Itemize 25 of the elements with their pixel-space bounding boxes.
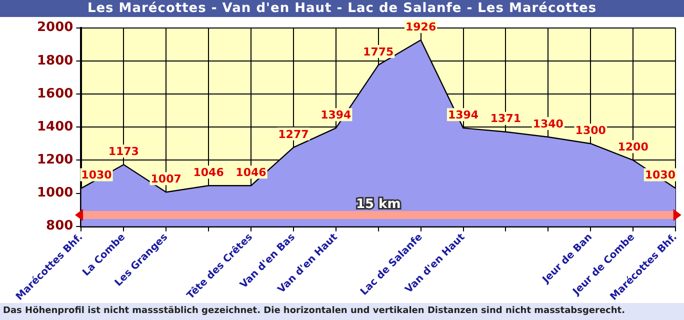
y-tick-label: 1800 [36,53,74,68]
data-label: 1277 [278,128,309,141]
annotation: 15 km [356,197,401,212]
data-label: 1030 [644,168,676,182]
data-label: 1340 [532,117,564,130]
data-label: 1394 [320,108,352,122]
text: Das Höhenprofil ist nicht massstäblich gezeichnet. Die horizontalen und vertikalen Distanzen sind nicht masstabsgerecht. [0,303,684,320]
y-tick-label: 1600 [36,86,74,102]
data-label: 1926 [405,20,436,34]
data-label: 1300 [575,124,606,137]
y-tick-label: 1400 [36,119,74,134]
data-label: 1394 [448,108,479,122]
y-tick-label: 800 [46,218,74,234]
chart-title: Les Marécottes - Van d'en Haut - Lac de Salanfe - Les Marécottes [0,0,684,17]
data-label: 1046 [193,166,224,180]
data-label: 1046 [236,166,267,180]
y-tick-label: 1000 [36,186,74,201]
y-tick-label: 2000 [36,20,74,36]
y-tick-label: 1200 [36,152,74,168]
data-label: 1173 [108,144,139,158]
data-label: 1030 [81,168,112,182]
data-label: 1200 [618,140,649,154]
data-label: 1007 [150,172,182,186]
data-label: 1371 [490,112,522,126]
data-label: 1775 [363,45,394,58]
